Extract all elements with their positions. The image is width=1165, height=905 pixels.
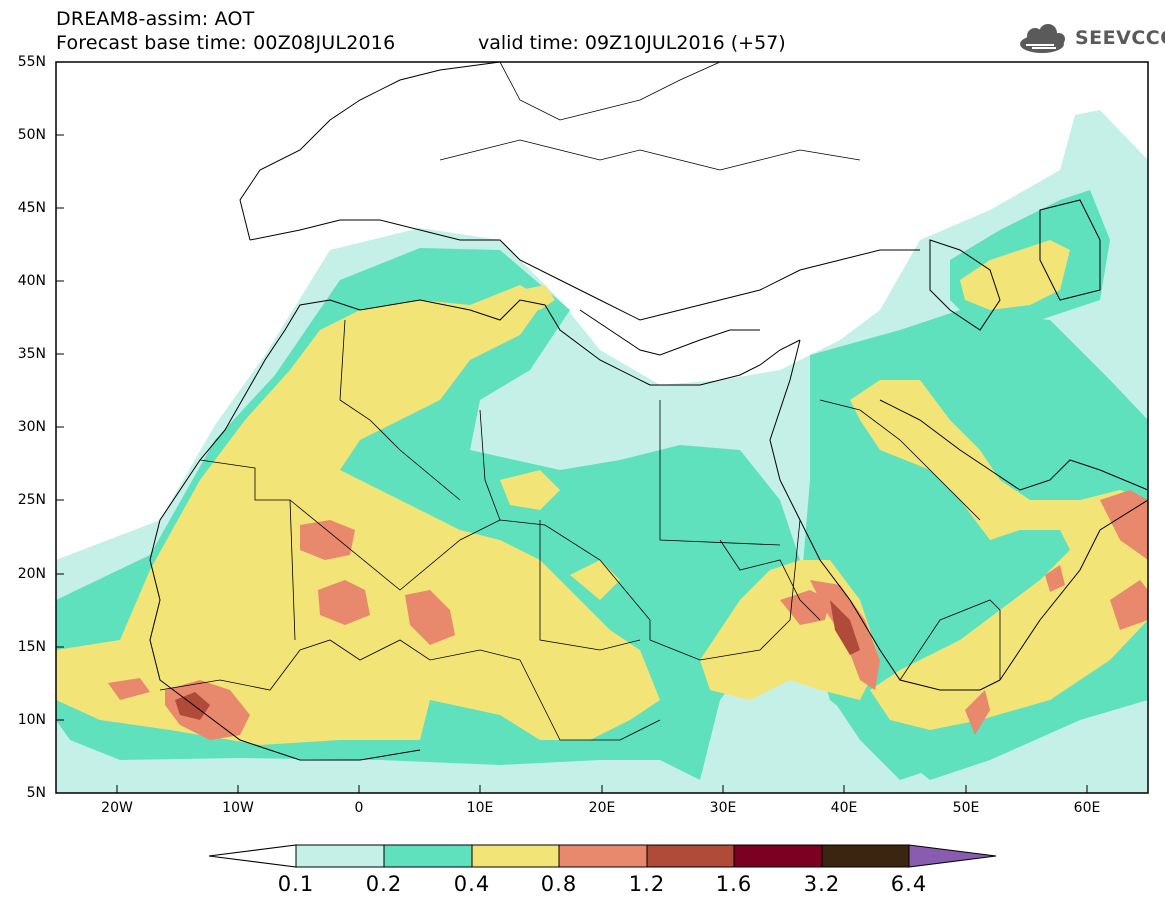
lat-label: 35N [17, 346, 46, 362]
colorbar-swatch [646, 844, 735, 868]
lat-label: 10N [17, 712, 46, 728]
aot-field [56, 62, 1148, 793]
axis-ticks [56, 61, 1088, 793]
lat-label: 25N [17, 492, 46, 508]
lat-label: 55N [17, 54, 46, 70]
colorbar-swatch [733, 844, 823, 868]
country-borders [159, 62, 1001, 741]
lon-label: 50E [952, 800, 980, 816]
colorbar-label: 0.8 [540, 872, 578, 896]
lat-label: 50N [17, 127, 46, 143]
map-title: DREAM8-assim: AOT [56, 8, 255, 30]
coastlines [149, 62, 1148, 761]
colorbar-swatch [558, 844, 648, 868]
colorbar-label: 3.2 [803, 872, 841, 896]
colorbar-label: 1.2 [628, 872, 666, 896]
lon-label: 30E [709, 800, 737, 816]
lat-label: 15N [17, 639, 46, 655]
lon-label: 60E [1073, 800, 1101, 816]
lon-label: 10E [466, 800, 494, 816]
colorbar-label: 0.2 [365, 872, 403, 896]
lat-label: 30N [17, 419, 46, 435]
lon-label: 0 [354, 800, 364, 816]
lon-label: 40E [830, 800, 858, 816]
colorbar-label: 1.6 [715, 872, 753, 896]
aot-band-0.4-0.8 [56, 240, 1148, 745]
aot-band-1.2-1.6 [175, 600, 860, 720]
lon-label: 20E [588, 800, 616, 816]
seevccc-logo [1020, 24, 1065, 53]
forecast-base-time: Forecast base time: 00Z08JUL2016 [56, 32, 396, 54]
lat-label: 45N [17, 200, 46, 216]
lon-label: 10W [222, 800, 254, 816]
valid-time: valid time: 09Z10JUL2016 (+57) [478, 32, 786, 54]
colorbar-label: 6.4 [890, 872, 928, 896]
colorbar-swatch [471, 844, 560, 868]
lat-label: 40N [17, 273, 46, 289]
colorbar-label: 0.1 [277, 872, 315, 896]
lat-label: 20N [17, 566, 46, 582]
colorbar [208, 844, 997, 868]
colorbar-swatch [295, 844, 385, 868]
logo-text: SEEVCCC [1075, 27, 1165, 49]
lon-label: 20W [101, 800, 133, 816]
lat-label: 5N [26, 785, 46, 801]
colorbar-label: 0.4 [453, 872, 491, 896]
colorbar-over-triangle [908, 844, 997, 868]
colorbar-swatch [821, 844, 910, 868]
colorbar-swatch [383, 844, 473, 868]
colorbar-under-triangle [208, 844, 297, 868]
